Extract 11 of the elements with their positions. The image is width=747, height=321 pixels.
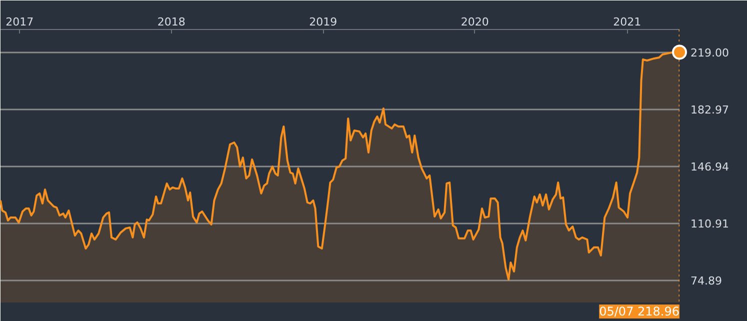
- y-tick-label: 74.89: [690, 274, 722, 288]
- text: 05/07 218.96: [599, 304, 680, 318]
- y-tick-label: 110.91: [690, 218, 729, 231]
- x-tick-label: 2017: [6, 16, 34, 28]
- x-tick-label: 2021: [613, 16, 642, 28]
- y-tick-label: 182.97: [690, 104, 729, 117]
- x-tick-label: 2018: [157, 16, 186, 28]
- y-tick-label: 146.94: [690, 160, 729, 174]
- x-tick-label: 2019: [309, 16, 338, 28]
- x-tick-label: 2020: [460, 16, 489, 28]
- y-tick-label: 219.00: [690, 46, 729, 60]
